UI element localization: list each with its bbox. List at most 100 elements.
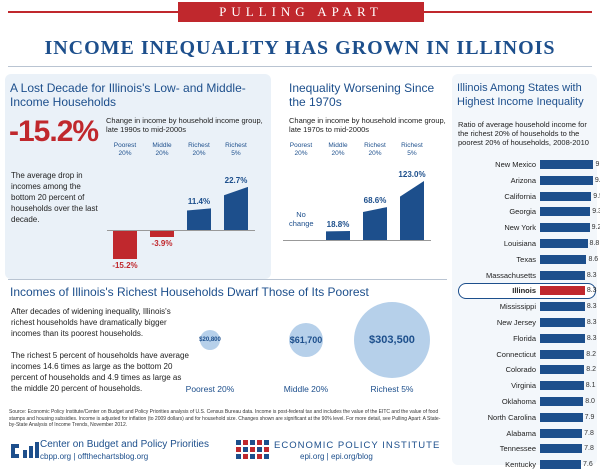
state-name-mississippi: Mississippi bbox=[499, 302, 536, 312]
state-bar-connecticut bbox=[540, 349, 585, 359]
decade-big-stat: -15.2% bbox=[9, 115, 99, 148]
state-bar-new-mexico bbox=[540, 160, 594, 169]
cbpp-url[interactable]: cbpp.org | offthechartsblog.org bbox=[40, 452, 149, 461]
baseline bbox=[106, 230, 255, 231]
state-val-tennessee: 7.8 bbox=[584, 445, 594, 453]
state-val-north-carolina: 7.9 bbox=[584, 413, 595, 421]
richest-title: Incomes of Illinois's Richest Households… bbox=[10, 285, 369, 299]
banner-rule-right bbox=[424, 11, 592, 13]
col-head-richest-5: Richest 5% bbox=[401, 142, 423, 157]
state-val-oklahoma: 8.0 bbox=[585, 398, 595, 405]
col-head-poorest-20: Poorest 20% bbox=[113, 142, 137, 157]
baseline bbox=[282, 240, 431, 241]
banner-rule-left bbox=[8, 11, 178, 13]
state-row-georgia: Georgia 9.3 bbox=[452, 204, 600, 219]
state-bar-louisiana bbox=[540, 239, 588, 248]
bubble-cap-middle-20: Middle 20% bbox=[283, 384, 329, 394]
richest-para1: After decades of widening inequality, Il… bbox=[11, 307, 171, 338]
bar-middle-20 bbox=[150, 230, 174, 238]
state-val-connecticut: 8.2 bbox=[586, 350, 596, 358]
decade-panel-bg bbox=[5, 74, 271, 279]
bar-label-richest-5: 123.0% bbox=[398, 169, 426, 179]
bar-richest-5 bbox=[224, 186, 248, 230]
state-row-illinois: Illinois 8.3 bbox=[452, 283, 597, 298]
state-name-oklahoma: Oklahoma bbox=[501, 397, 536, 406]
state-bar-new-york bbox=[540, 223, 590, 233]
state-bar-north-carolina bbox=[540, 412, 583, 422]
state-name-georgia: Georgia bbox=[509, 207, 536, 217]
state-name-north-carolina: North Carolina bbox=[487, 412, 536, 422]
main-title: INCOME INEQUALITY HAS GROWN IN ILLINOIS bbox=[44, 37, 556, 59]
state-bar-colorado bbox=[540, 365, 585, 375]
state-name-florida: Florida bbox=[513, 333, 536, 343]
state-bar-virginia bbox=[540, 381, 584, 391]
state-val-illinois: 8.3 bbox=[586, 287, 597, 295]
state-name-new-jersey: New Jersey bbox=[496, 318, 536, 327]
state-val-kentucky: 7.6 bbox=[583, 461, 593, 469]
worsening-title: Inequality Worsening Since the 1970s bbox=[289, 81, 435, 109]
worsening-subtitle: Change in income by household income gro… bbox=[289, 116, 446, 134]
bar-poorest-20 bbox=[113, 230, 137, 259]
state-row-california: California 9.5 bbox=[452, 189, 600, 204]
cbpp-name: Center on Budget and Policy Priorities bbox=[40, 439, 209, 450]
col-head-middle-20: Middle 20% bbox=[328, 142, 348, 157]
state-name-massachusetts: Massachusetts bbox=[485, 270, 536, 280]
decade-description: The average drop in incomes among the bo… bbox=[11, 171, 98, 224]
bubble-cap-poorest-20: Poorest 20% bbox=[185, 384, 235, 394]
state-row-new-mexico: New Mexico 9.9 bbox=[452, 157, 600, 172]
state-val-texas: 8.6 bbox=[588, 255, 599, 263]
state-name-louisiana: Louisiana bbox=[503, 239, 536, 248]
state-row-massachusetts: Massachusetts 8.3 bbox=[452, 268, 597, 283]
state-val-new-york: 9.2 bbox=[591, 224, 600, 232]
state-val-new-jersey: 8.3 bbox=[586, 319, 597, 326]
state-name-california: California bbox=[504, 191, 536, 201]
state-row-north-carolina: North Carolina 7.9 bbox=[452, 410, 597, 425]
state-row-texas: Texas 8.6 bbox=[452, 252, 599, 267]
source-note: Source: Economic Policy Institute/Center… bbox=[9, 409, 441, 428]
col-head-poorest-20: Poorest 20% bbox=[289, 142, 313, 157]
state-name-colorado: Colorado bbox=[505, 365, 536, 375]
state-row-kentucky: Kentucky 7.6 bbox=[452, 457, 597, 472]
state-val-louisiana: 8.8 bbox=[589, 240, 600, 247]
state-bar-texas bbox=[540, 254, 587, 264]
decade-title: A Lost Decade for Illinois's Low- and Mi… bbox=[10, 81, 246, 109]
state-bar-new-jersey bbox=[540, 318, 585, 327]
state-name-kentucky: Kentucky bbox=[505, 460, 536, 470]
bubble-middle-20: $61,700 bbox=[288, 322, 324, 358]
bubble-richest-5: $303,500 bbox=[354, 302, 430, 378]
state-row-mississippi: Mississippi 8.3 bbox=[452, 299, 597, 314]
bar-richest-20 bbox=[187, 208, 211, 230]
state-row-connecticut: Connecticut 8.2 bbox=[452, 347, 597, 362]
col-head-middle-20: Middle 20% bbox=[152, 142, 172, 157]
bar-label-middle-20: -3.9% bbox=[151, 239, 173, 249]
col-head-richest-20: Richest 20% bbox=[364, 142, 386, 157]
state-name-new-york: New York bbox=[504, 223, 536, 233]
col-head-richest-5: Richest 5% bbox=[225, 142, 247, 157]
bar-label-richest-5: 22.7% bbox=[224, 175, 248, 185]
state-val-virginia: 8.1 bbox=[585, 382, 596, 390]
state-bar-illinois bbox=[540, 286, 585, 296]
state-val-alabama: 7.8 bbox=[584, 429, 594, 437]
state-val-florida: 8.3 bbox=[586, 334, 597, 342]
states-subtitle: Ratio of average household income for th… bbox=[458, 120, 589, 147]
state-row-virginia: Virginia 8.1 bbox=[452, 378, 597, 393]
bubble-poorest-20: $20,800 bbox=[199, 330, 221, 350]
state-val-colorado: 8.2 bbox=[586, 366, 596, 374]
state-val-california: 9.5 bbox=[593, 192, 600, 200]
worsening-no-change: No change bbox=[289, 210, 314, 228]
state-row-new-york: New York 9.2 bbox=[452, 220, 600, 235]
decade-subtitle: Change in income by household income gro… bbox=[106, 116, 263, 134]
epi-name: ECONOMIC POLICY INSTITUTE bbox=[274, 440, 441, 451]
state-val-massachusetts: 8.3 bbox=[586, 271, 597, 279]
state-bar-florida bbox=[540, 333, 585, 343]
richest-para2: The richest 5 percent of households have… bbox=[11, 351, 189, 393]
epi-url[interactable]: epi.org | epi.org/blog bbox=[300, 452, 373, 461]
state-val-new-mexico: 9.9 bbox=[595, 161, 600, 168]
epi-logo-icon bbox=[236, 438, 270, 464]
state-name-new-mexico: New Mexico bbox=[495, 160, 536, 169]
bubble-cap-richest-5: Richest 5% bbox=[370, 384, 414, 394]
state-row-alabama: Alabama 7.8 bbox=[452, 426, 597, 441]
bar-richest-5 bbox=[400, 180, 424, 240]
bar-label-middle-20: 18.8% bbox=[326, 219, 350, 229]
state-row-tennessee: Tennessee 7.8 bbox=[452, 441, 597, 456]
